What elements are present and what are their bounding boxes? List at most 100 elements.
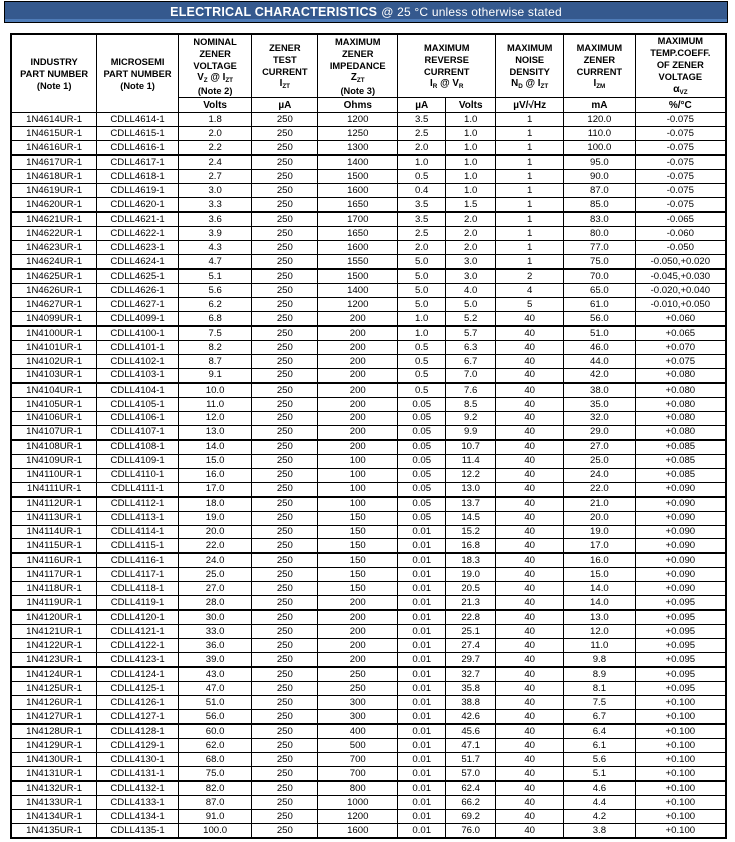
max-zener-current: 24.0 — [563, 467, 636, 483]
max-reverse-current: 0.01 — [397, 624, 447, 640]
max-noise-density: 40 — [495, 325, 565, 341]
max-zener-impedance: 1200 — [317, 112, 399, 128]
industry-part-number: 1N4619UR-1 — [10, 183, 98, 199]
col-header-max-zener-impedance: MAXIMUM ZENER IMPEDANCE ZZT (Note 3) — [317, 33, 399, 99]
max-noise-density: 4 — [495, 283, 565, 298]
max-reverse-current: 0.05 — [397, 439, 447, 455]
reverse-voltage: 19.0 — [445, 567, 497, 583]
max-zener-impedance: 100 — [317, 453, 399, 469]
max-reverse-current: 0.01 — [397, 681, 447, 697]
industry-part-number: 1N4617UR-1 — [10, 154, 98, 171]
max-zener-impedance: 200 — [317, 310, 399, 327]
temp-coeff-value: +0.095 — [634, 638, 727, 654]
max-reverse-current: 0.01 — [397, 609, 447, 626]
microsemi-part-number: CDLL4133-1 — [96, 794, 179, 810]
zener-test-current: 250 — [251, 240, 319, 256]
industry-part-number: 1N4118UR-1 — [10, 581, 98, 597]
max-noise-density: 40 — [495, 752, 565, 767]
max-reverse-current: 0.01 — [397, 581, 447, 597]
temp-coeff-value: +0.080 — [634, 382, 727, 398]
nominal-zener-voltage: 7.5 — [177, 325, 253, 341]
unit-volts: Volts — [177, 97, 253, 114]
max-reverse-current: 0.4 — [397, 183, 447, 199]
microsemi-part-number: CDLL4126-1 — [96, 695, 179, 711]
nominal-zener-voltage: 51.0 — [177, 695, 253, 711]
zener-test-current: 250 — [251, 524, 319, 540]
table-row: 1N4616UR-1 CDLL4616-1 2.2 250 1300 2.0 1… — [10, 140, 727, 157]
table-row: 1N4120UR-1 CDLL4120-1 30.0 250 200 0.01 … — [10, 609, 727, 626]
max-zener-current: 20.0 — [563, 510, 636, 526]
reverse-voltage: 9.9 — [445, 424, 497, 441]
max-noise-density: 1 — [495, 112, 565, 128]
temp-coeff-value: +0.100 — [634, 780, 727, 796]
zener-test-current: 250 — [251, 595, 319, 612]
nominal-zener-voltage: 4.3 — [177, 240, 253, 256]
max-zener-current: 6.7 — [563, 709, 636, 726]
max-zener-impedance: 1500 — [317, 169, 399, 185]
zener-test-current: 250 — [251, 126, 319, 142]
zener-test-current: 250 — [251, 752, 319, 767]
table-row: 1N4129UR-1 CDLL4129-1 62.0 250 500 0.01 … — [10, 738, 727, 753]
table-row: 1N4621UR-1 CDLL4621-1 3.6 250 1700 3.5 2… — [10, 211, 727, 228]
reverse-voltage: 2.0 — [445, 211, 497, 228]
max-noise-density: 40 — [495, 310, 565, 327]
zener-test-current: 250 — [251, 367, 319, 384]
reverse-voltage: 1.0 — [445, 112, 497, 128]
nominal-zener-voltage: 28.0 — [177, 595, 253, 612]
max-noise-density: 1 — [495, 183, 565, 199]
industry-part-number: 1N4108UR-1 — [10, 439, 98, 455]
microsemi-part-number: CDLL4120-1 — [96, 609, 179, 626]
max-zener-current: 77.0 — [563, 240, 636, 256]
max-zener-impedance: 250 — [317, 681, 399, 697]
zener-test-current: 250 — [251, 183, 319, 199]
zener-test-current: 250 — [251, 552, 319, 569]
zener-test-current: 250 — [251, 808, 319, 824]
max-noise-density: 1 — [495, 169, 565, 185]
max-zener-current: 29.0 — [563, 424, 636, 441]
max-reverse-current: 1.0 — [397, 325, 447, 341]
industry-part-number: 1N4622UR-1 — [10, 226, 98, 242]
reverse-voltage: 5.0 — [445, 297, 497, 312]
microsemi-part-number: CDLL4135-1 — [96, 822, 179, 839]
industry-part-number: 1N4114UR-1 — [10, 524, 98, 540]
max-reverse-current: 0.05 — [397, 481, 447, 498]
max-reverse-current: 0.01 — [397, 780, 447, 796]
reverse-voltage: 47.1 — [445, 738, 497, 753]
zener-test-current: 250 — [251, 624, 319, 640]
reverse-voltage: 21.3 — [445, 595, 497, 612]
table-row: 1N4101UR-1 CDLL4101-1 8.2 250 200 0.5 6.… — [10, 339, 727, 355]
max-zener-current: 75.0 — [563, 254, 636, 271]
reverse-voltage: 11.4 — [445, 453, 497, 469]
temp-coeff-value: +0.090 — [634, 481, 727, 498]
table-row: 1N4126UR-1 CDLL4126-1 51.0 250 300 0.01 … — [10, 695, 727, 711]
microsemi-part-number: CDLL4101-1 — [96, 339, 179, 355]
nominal-zener-voltage: 19.0 — [177, 510, 253, 526]
max-reverse-current: 0.05 — [397, 396, 447, 412]
zener-test-current: 250 — [251, 709, 319, 726]
table-row: 1N4121UR-1 CDLL4121-1 33.0 250 200 0.01 … — [10, 624, 727, 640]
unit-ir-microamps: µA — [397, 97, 447, 114]
zener-test-current: 250 — [251, 226, 319, 242]
nominal-zener-voltage: 36.0 — [177, 638, 253, 654]
industry-part-number: 1N4623UR-1 — [10, 240, 98, 256]
microsemi-part-number: CDLL4620-1 — [96, 197, 179, 214]
temp-coeff-value: +0.090 — [634, 538, 727, 555]
nominal-zener-voltage: 25.0 — [177, 567, 253, 583]
max-noise-density: 40 — [495, 367, 565, 384]
max-noise-density: 40 — [495, 481, 565, 498]
max-zener-impedance: 200 — [317, 439, 399, 455]
zener-test-current: 250 — [251, 339, 319, 355]
table-row: 1N4099UR-1 CDLL4099-1 6.8 250 200 1.0 5.… — [10, 310, 727, 327]
zener-test-current: 250 — [251, 609, 319, 626]
max-zener-current: 56.0 — [563, 310, 636, 327]
temp-coeff-value: +0.095 — [634, 595, 727, 612]
max-reverse-current: 0.01 — [397, 595, 447, 612]
industry-part-number: 1N4129UR-1 — [10, 738, 98, 753]
temp-coeff-value: +0.090 — [634, 567, 727, 583]
zener-test-current: 250 — [251, 723, 319, 740]
industry-part-number: 1N4614UR-1 — [10, 112, 98, 128]
reverse-voltage: 1.0 — [445, 154, 497, 171]
reverse-voltage: 1.0 — [445, 126, 497, 142]
max-noise-density: 40 — [495, 339, 565, 355]
max-zener-current: 5.6 — [563, 752, 636, 767]
